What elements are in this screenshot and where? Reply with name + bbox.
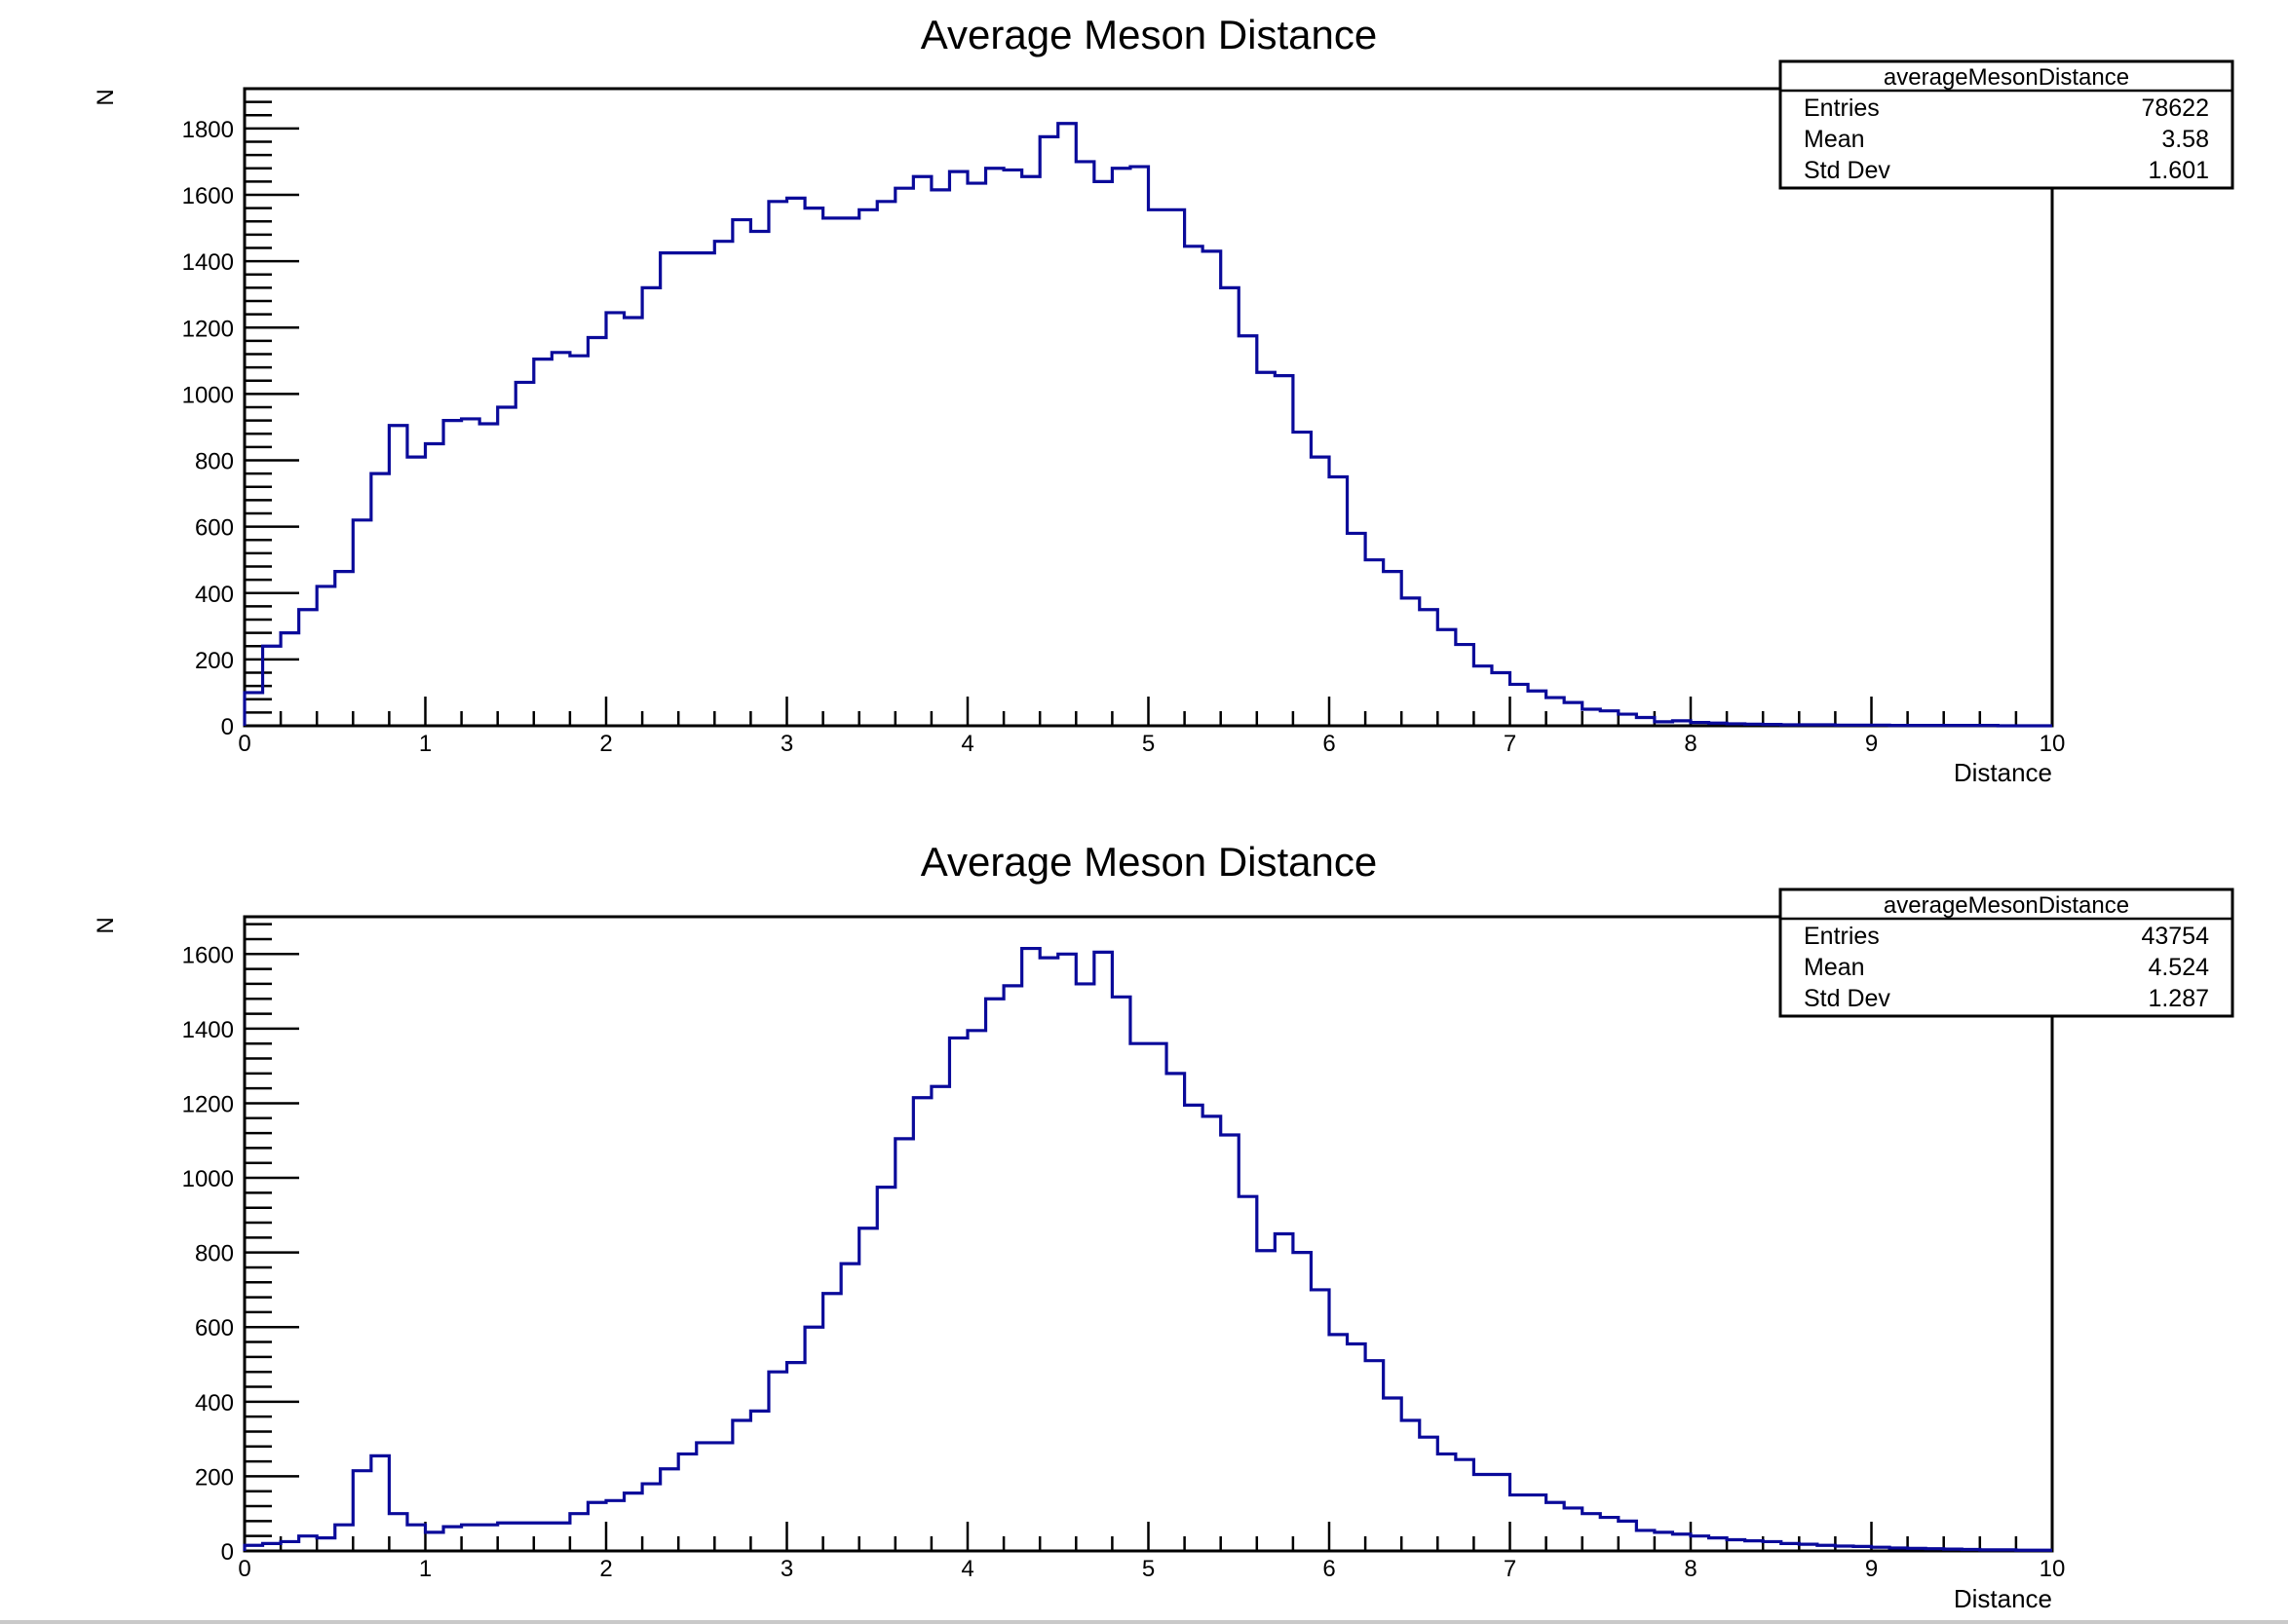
chart-title: Average Meson Distance xyxy=(921,12,1377,57)
x-tick-label: 5 xyxy=(1142,731,1155,757)
x-tick-label: 5 xyxy=(1142,1556,1155,1582)
histogram-series xyxy=(243,946,2052,1552)
x-tick-label: 7 xyxy=(1504,1556,1516,1582)
x-tick-label: 1 xyxy=(419,731,432,757)
x-tick-label: 8 xyxy=(1684,1556,1697,1582)
x-tick-label: 9 xyxy=(1865,1556,1878,1582)
y-tick-label: 200 xyxy=(195,1464,234,1491)
stats-label: Std Dev xyxy=(1804,157,1890,184)
stats-value: 43754 xyxy=(2141,923,2209,950)
x-tick-label: 6 xyxy=(1322,1556,1335,1582)
x-axis-label: Distance xyxy=(1954,758,2052,787)
x-tick-label: 0 xyxy=(238,731,250,757)
stats-value: 4.524 xyxy=(2148,954,2209,981)
x-tick-label: 7 xyxy=(1504,731,1516,757)
y-tick-label: 1600 xyxy=(182,942,234,968)
y-axis-label: N xyxy=(93,89,119,105)
stats-label: Entries xyxy=(1804,94,1880,122)
x-axis-label: Distance xyxy=(1954,1584,2052,1613)
stats-label: Mean xyxy=(1804,954,1865,981)
y-tick-label: 800 xyxy=(195,1241,234,1267)
y-tick-label: 1000 xyxy=(182,1166,234,1192)
x-tick-label: 1 xyxy=(419,1556,432,1582)
x-tick-label: 10 xyxy=(2040,731,2066,757)
chart-title: Average Meson Distance xyxy=(921,839,1377,885)
x-tick-label: 10 xyxy=(2040,1556,2066,1582)
histogram-series xyxy=(243,122,2052,728)
stats-label: Mean xyxy=(1804,126,1865,153)
x-tick-label: 4 xyxy=(961,1556,973,1582)
x-tick-label: 9 xyxy=(1865,731,1878,757)
y-tick-label: 1200 xyxy=(182,1091,234,1117)
stats-value: 1.601 xyxy=(2148,157,2209,184)
x-tick-label: 6 xyxy=(1322,731,1335,757)
y-tick-label: 0 xyxy=(221,714,234,740)
x-tick-label: 8 xyxy=(1684,731,1697,757)
y-tick-label: 600 xyxy=(195,1315,234,1341)
y-tick-label: 1600 xyxy=(182,183,234,209)
x-tick-label: 0 xyxy=(238,1556,250,1582)
stats-value: 3.58 xyxy=(2161,126,2209,153)
y-tick-label: 1800 xyxy=(182,117,234,143)
stats-label: Entries xyxy=(1804,923,1880,950)
y-tick-label: 1400 xyxy=(182,1017,234,1043)
y-tick-label: 200 xyxy=(195,648,234,674)
stats-box xyxy=(1778,888,2234,1018)
y-tick-label: 800 xyxy=(195,449,234,475)
y-axis-label: N xyxy=(93,917,119,933)
stats-box-title: averageMesonDistance xyxy=(1884,892,2129,919)
y-tick-label: 1000 xyxy=(182,382,234,408)
y-tick-label: 0 xyxy=(221,1539,234,1566)
stats-label: Std Dev xyxy=(1804,985,1890,1012)
bottom-divider xyxy=(0,1620,2288,1624)
stats-box xyxy=(1778,59,2234,190)
histogram-panel-1: Average Meson Distance 0 1 2 3 4 5 6 7 8 9 10Distan… xyxy=(93,12,2234,787)
stats-value: 1.287 xyxy=(2148,985,2209,1012)
y-tick-label: 1400 xyxy=(182,249,234,276)
x-tick-label: 3 xyxy=(781,731,793,757)
x-tick-label: 3 xyxy=(781,1556,793,1582)
x-tick-label: 2 xyxy=(599,731,612,757)
y-tick-label: 1200 xyxy=(182,316,234,342)
stats-box-title: averageMesonDistance xyxy=(1884,64,2129,91)
x-tick-label: 2 xyxy=(599,1556,612,1582)
stats-value: 78622 xyxy=(2141,94,2209,122)
x-tick-label: 4 xyxy=(961,731,973,757)
histogram-panel-2: Average Meson Distance 0 1 2 3 4 5 6 7 8 9 10Distan… xyxy=(93,839,2234,1613)
y-tick-label: 400 xyxy=(195,1390,234,1416)
y-tick-label: 600 xyxy=(195,515,234,542)
y-tick-label: 400 xyxy=(195,582,234,608)
